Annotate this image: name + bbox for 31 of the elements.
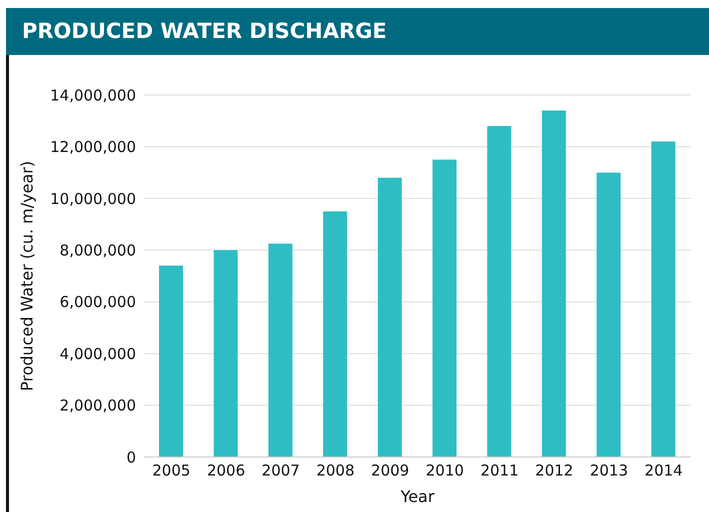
bar xyxy=(596,172,621,457)
x-tick-label: 2009 xyxy=(371,462,410,480)
x-tick-label: 2012 xyxy=(535,462,574,480)
y-tick-label: 8,000,000 xyxy=(60,241,136,260)
x-tick-label: 2010 xyxy=(426,462,464,480)
bar xyxy=(159,266,183,457)
x-tick-label: 2008 xyxy=(316,462,355,480)
y-tick-label: 0 xyxy=(126,448,136,466)
bar xyxy=(268,244,292,457)
y-tick-label: 12,000,000 xyxy=(50,138,136,156)
y-tick-label: 14,000,000 xyxy=(50,86,136,104)
y-tick-label: 6,000,000 xyxy=(60,293,136,312)
y-axis-title: Produced Water (cu. m/year) xyxy=(18,160,37,392)
chart-title: PRODUCED WATER DISCHARGE xyxy=(6,8,709,55)
bar xyxy=(542,110,566,457)
x-tick-label: 2014 xyxy=(644,462,683,480)
x-tick-label: 2005 xyxy=(152,462,190,480)
bar xyxy=(214,250,238,457)
x-tick-label: 2006 xyxy=(206,462,246,480)
y-tick-label: 2,000,000 xyxy=(60,396,136,415)
y-tick-label: 4,000,000 xyxy=(60,344,136,363)
x-tick-label: 2007 xyxy=(262,462,300,480)
bar xyxy=(323,211,348,457)
y-tick-label: 10,000,000 xyxy=(50,190,136,208)
bar xyxy=(378,178,402,457)
bar xyxy=(487,126,512,457)
bar xyxy=(432,160,456,457)
x-axis-title: Year xyxy=(400,487,435,506)
x-tick-label: 2011 xyxy=(480,462,519,480)
x-tick-label: 2013 xyxy=(590,462,628,480)
bar xyxy=(651,142,676,457)
